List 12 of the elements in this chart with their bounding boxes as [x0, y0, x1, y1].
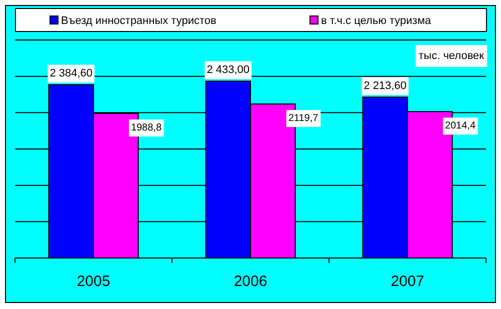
data-label: 2014,4	[444, 120, 476, 132]
x-tick-label: 2007	[390, 273, 424, 290]
x-tick-label: 2006	[234, 273, 268, 290]
data-label: 2119,7	[288, 112, 319, 124]
x-tick-label: 2005	[76, 273, 110, 290]
legend-label: в т.ч.с целью туризма	[321, 15, 432, 27]
data-label: 2 433,00	[206, 64, 250, 76]
data-label: 1988,8	[130, 122, 162, 134]
legend-label: Въезд инностранных туристов	[61, 15, 216, 27]
data-label: 2 384,60	[50, 68, 93, 80]
annotation: тыс. человек	[418, 50, 484, 62]
data-label: 2 213,60	[364, 80, 407, 92]
